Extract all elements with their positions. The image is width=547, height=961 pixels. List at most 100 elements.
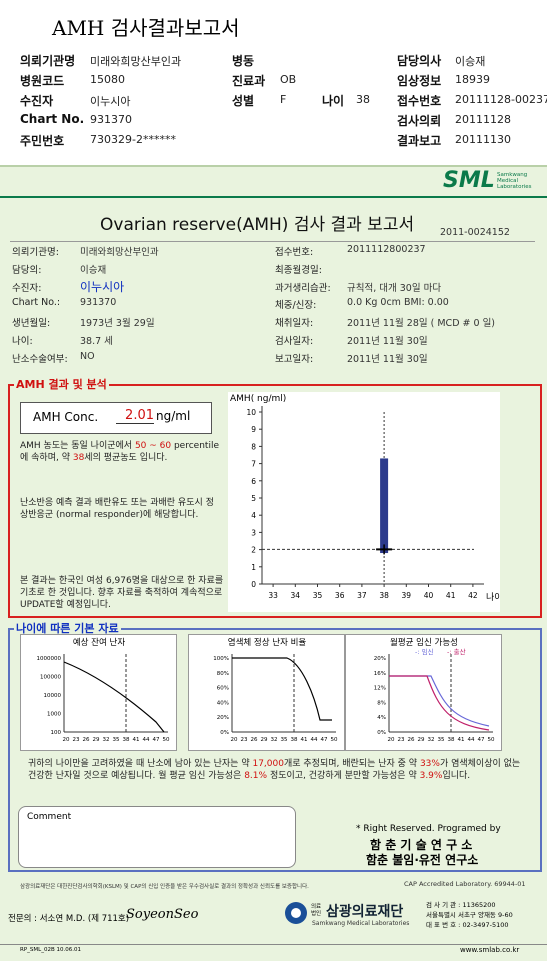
field-label: 병원코드 <box>20 74 65 88</box>
info-value: 이승재 <box>80 264 107 276</box>
x-tick-label: 40 <box>424 591 434 600</box>
y-tick-label: 6 <box>251 477 256 486</box>
contact: 서울특별시 서초구 양재동 9-60 <box>426 911 513 919</box>
mini-x-tick-label: 23 <box>73 737 80 743</box>
text: 입니다. <box>442 771 471 781</box>
mini-x-tick-label: 23 <box>241 737 248 743</box>
mini-frame <box>188 634 345 751</box>
field-value: 15080 <box>90 73 125 86</box>
analysis-para-2: 난소반응 예측 결과 배란유도 또는 과배란 유도시 정상반응군 (normal… <box>20 498 214 520</box>
info-label: 과거생리습관: <box>275 282 331 294</box>
mini-y-tick-label: 100% <box>213 656 229 662</box>
field-label: Chart No. <box>20 112 85 126</box>
field-label: 진료과 <box>232 74 266 88</box>
info-label: Chart No.: <box>12 297 61 309</box>
field-label: 성별 <box>232 94 255 108</box>
rule <box>10 241 535 242</box>
mini-x-tick-label: 50 <box>331 737 338 743</box>
mini-x-tick-label: 41 <box>301 737 308 743</box>
basics-heading: 나이에 따른 기본 자료 <box>14 620 121 636</box>
mini-x-tick-label: 29 <box>93 737 100 743</box>
info-label: 수진자: <box>12 282 42 294</box>
mini-chart: 염색체 정상 난자 비율 100% 80% 60% 40% 20% 0%20 23 26 29 32… <box>188 634 345 751</box>
x-tick-label: 35 <box>313 591 323 600</box>
separator <box>0 165 547 167</box>
footer-rule <box>0 944 547 945</box>
comment-box <box>18 806 296 868</box>
mini-x-tick-label: 38 <box>448 737 455 743</box>
y-tick-label: 2 <box>251 546 256 555</box>
conc-value: 2.01 <box>116 408 154 424</box>
contacts: 검 사 기 관 : 11365200 서울특별시 서초구 양재동 9-60 대 표 … <box>426 900 513 930</box>
y-tick-label: 8 <box>251 442 256 451</box>
report-title: Ovarian reserve(AMH) 검사 결과 보고서 <box>100 215 415 235</box>
mini-x-tick-label: 47 <box>153 737 160 743</box>
curve <box>63 661 165 733</box>
info-label: 체중/신장: <box>275 300 317 312</box>
curve <box>232 657 332 721</box>
mini-x-tick-label: 35 <box>113 737 120 743</box>
mini-x-tick-label: 41 <box>458 737 465 743</box>
x-tick-label: 34 <box>291 591 301 600</box>
y-tick-label: 5 <box>251 494 256 503</box>
mini-y-tick-label: 80% <box>217 671 229 677</box>
mini-frame <box>345 634 502 751</box>
field-label: 나이 <box>322 94 345 108</box>
org-2: 함춘 불임·유전 연구소 <box>366 853 479 867</box>
mini-x-tick-label: 23 <box>398 737 405 743</box>
x-tick-label: 33 <box>268 591 278 600</box>
conc-label: AMH Conc. <box>33 410 99 424</box>
org-name: 삼광의료재단 <box>326 904 404 920</box>
mini-legend: -: 출산 <box>447 647 466 656</box>
report-number: 2011-0024152 <box>440 227 510 238</box>
mini-y-tick-label: 4% <box>377 715 386 721</box>
rights: * Right Reserved. Programed by <box>356 824 501 834</box>
y-tick-label: 9 <box>251 425 256 434</box>
basics-box <box>8 628 542 872</box>
info-value: 2011년 11월 30일 <box>347 353 428 365</box>
mini-x-tick-label: 38 <box>123 737 130 743</box>
x-tick-label: 41 <box>446 591 456 600</box>
chart-bg <box>228 392 500 612</box>
field-value: 730329-2****** <box>90 133 176 146</box>
mini-y-tick-label: 10000 <box>44 693 62 699</box>
info-label: 검사일자: <box>275 336 314 347</box>
mini-y-tick-label: 12% <box>374 686 386 692</box>
signature: SoyeonSeo <box>126 907 199 922</box>
conc-unit: ng/ml <box>156 409 191 423</box>
info-value: 이누시아 <box>80 279 125 294</box>
mini-x-tick-label: 26 <box>408 737 415 743</box>
text: 귀하의 나이만을 고려하였을 때 난소에 남아 있는 난자는 약 <box>28 759 253 769</box>
field-label: 병동 <box>232 54 255 68</box>
comment-label: Comment <box>27 812 72 822</box>
info-value: 0.0 Kg 0cm BMI: 0.00 <box>347 297 449 309</box>
info-value: 2011년 11월 28일 ( MCD # 0 일) <box>347 318 496 330</box>
info-value: 1973년 3월 29일 <box>80 318 155 330</box>
info-value: 미래와희망산부인과 <box>80 247 159 258</box>
y-tick-label: 1 <box>251 563 256 572</box>
analysis-para-3: 본 결과는 한국인 여성 6,976명을 대상으로 한 자료를 기초로 한 것입… <box>20 576 224 610</box>
x-tick-label: 39 <box>402 591 412 600</box>
text: 8.1% <box>244 771 268 781</box>
field-value: 미래와희망산부인과 <box>90 55 182 68</box>
field-label: 검사의뢰 <box>397 114 442 128</box>
mini-y-tick-label: 0% <box>220 730 229 736</box>
mini-x-tick-label: 44 <box>468 737 475 743</box>
field-value: 931370 <box>90 113 132 126</box>
mini-x-tick-label: 26 <box>83 737 90 743</box>
text: 50 ~ 60 <box>134 441 172 451</box>
org-1: 함 춘 기 술 연 구 소 <box>370 838 473 852</box>
mini-x-tick-label: 20 <box>388 737 395 743</box>
mini-x-tick-label: 41 <box>133 737 140 743</box>
info-label: 난소수술여부: <box>12 353 68 365</box>
mini-x-tick-label: 47 <box>321 737 328 743</box>
field-label: 주민번호 <box>20 134 65 148</box>
mini-x-tick-label: 35 <box>438 737 445 743</box>
text: 세의 평균농도 입니다. <box>84 453 168 463</box>
form-code: RP_SML_02B 10.06.01 <box>20 947 81 953</box>
mini-y-tick-label: 16% <box>374 671 386 677</box>
mini-x-tick-label: 50 <box>163 737 170 743</box>
y-tick-label: 10 <box>246 408 256 417</box>
